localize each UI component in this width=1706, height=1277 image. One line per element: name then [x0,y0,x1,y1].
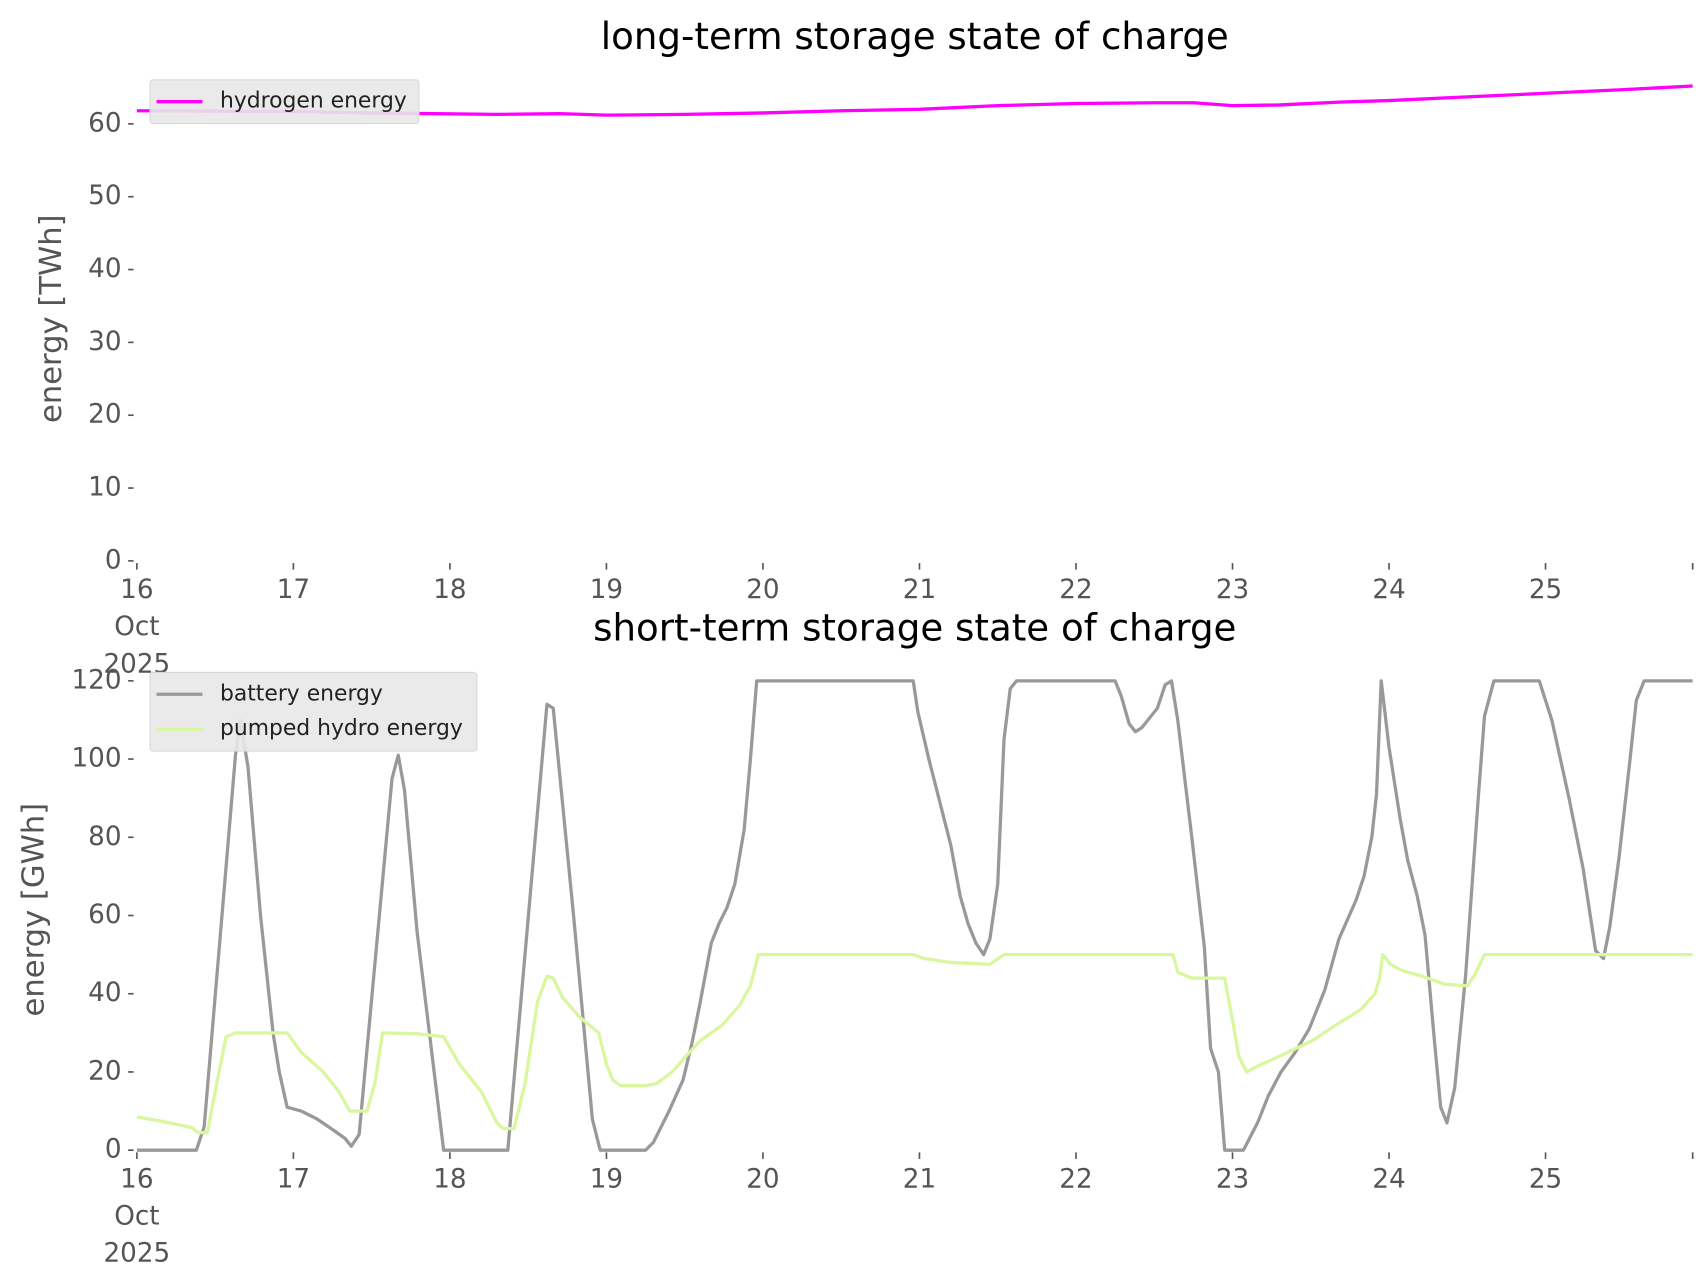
y-tick-label: 0 [105,1135,122,1165]
y-tick-label: 20 [88,1056,121,1086]
y-tick-label: 40 [88,254,121,284]
x-tick-label: 24 [1372,1164,1405,1194]
y-tick-label: 50 [88,181,121,211]
x-tick-label: 25 [1529,1164,1562,1194]
x-tick-label: 17 [277,575,310,605]
x-tick-label: 22 [1059,575,1092,605]
series-line [136,679,1693,1152]
x-tick-label: 19 [590,575,623,605]
series-line [136,952,1693,1135]
x-tick-label: 23 [1216,1164,1249,1194]
x-tick-label: 22 [1059,1164,1092,1194]
x-tick-label: 16 Oct 2025 [104,1164,171,1268]
legend-label: pumped hydro energy [220,716,463,741]
chart-title: long-term storage state of charge [601,14,1229,58]
x-tick-label: 20 [746,575,779,605]
legend-box [149,79,420,125]
y-tick-label: 30 [88,327,121,357]
series-line [136,84,1693,117]
y-tick-label: 120 [72,665,122,695]
chart-title: short-term storage state of charge [593,605,1236,649]
y-tick-label: 100 [72,744,122,774]
x-tick-label: 18 [433,1164,466,1194]
x-tick-label: 20 [746,1164,779,1194]
x-tick-label: 17 [277,1164,310,1194]
legend-label: battery energy [220,681,383,706]
y-tick-label: 60 [88,900,121,930]
x-tick-label: 16 Oct 2025 [104,575,171,679]
y-tick-label: 10 [88,473,121,503]
x-tick-label: 21 [903,1164,936,1194]
legend-label: hydrogen energy [220,89,407,114]
y-axis-label: energy [GWh] [17,803,52,1017]
x-tick-label: 21 [903,575,936,605]
x-tick-label: 24 [1372,575,1405,605]
x-tick-label: 19 [590,1164,623,1194]
x-tick-label: 23 [1216,575,1249,605]
y-tick-label: 0 [105,545,122,575]
legend-box [149,671,478,752]
y-tick-label: 40 [88,978,121,1008]
y-tick-label: 80 [88,822,121,852]
y-tick-label: 60 [88,108,121,138]
y-tick-label: 20 [88,400,121,430]
y-axis-label: energy [TWh] [34,214,69,423]
x-tick-label: 25 [1529,575,1562,605]
x-tick-label: 18 [433,575,466,605]
